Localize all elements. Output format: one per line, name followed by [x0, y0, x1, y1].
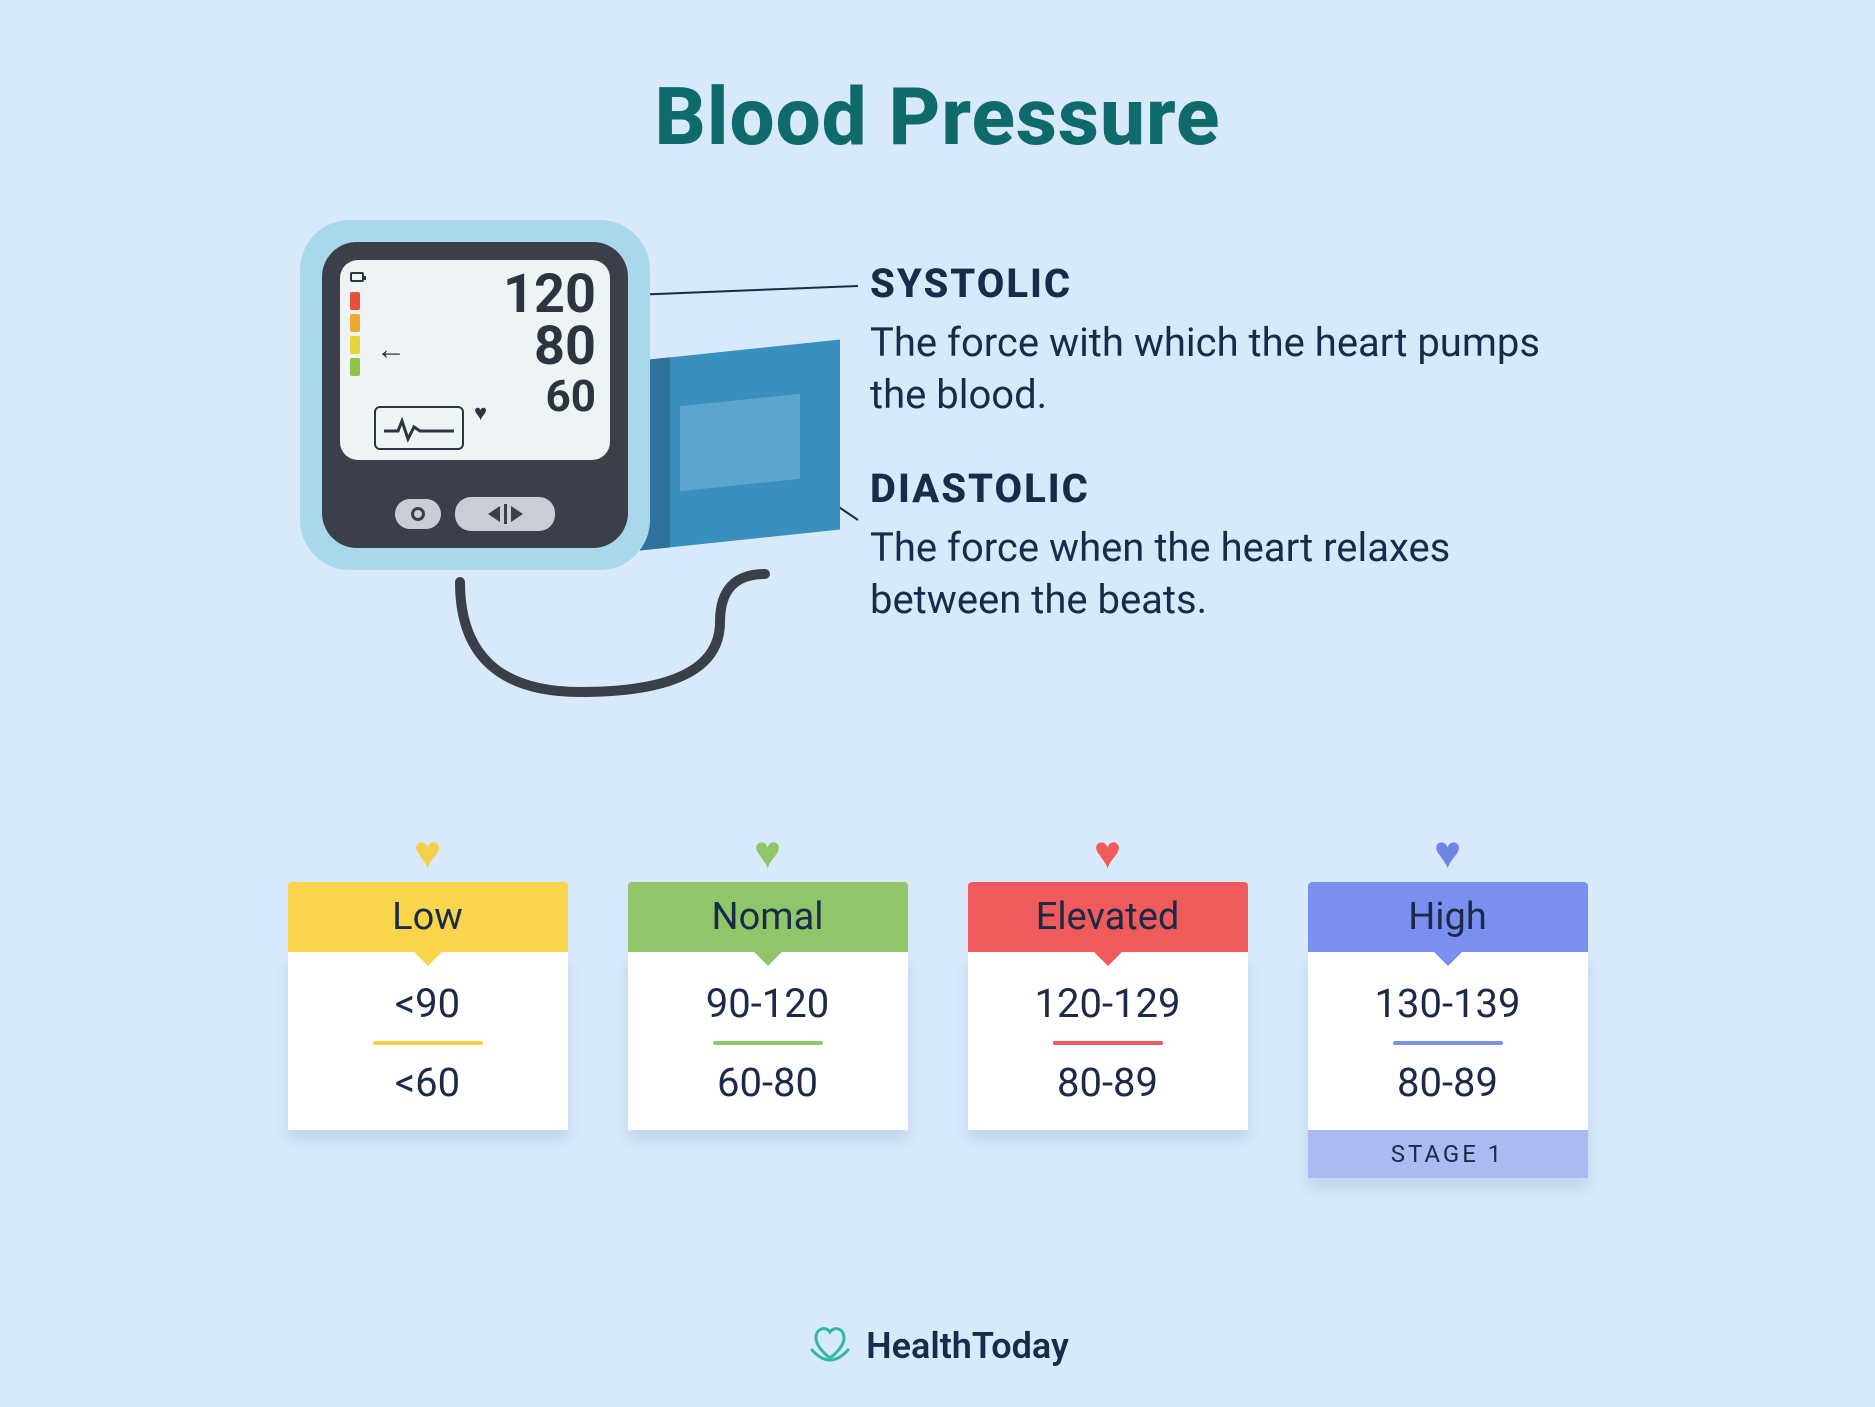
category-systolic: 120-129: [988, 980, 1228, 1027]
category-divider: [1393, 1041, 1503, 1045]
category-header: Elevated: [968, 882, 1248, 952]
heart-icon: ♥: [628, 830, 908, 876]
heart-icon: ♥: [288, 830, 568, 876]
systolic-text: The force with which the heart pumps the…: [870, 317, 1570, 421]
definitions: SYSTOLIC The force with which the heart …: [870, 260, 1570, 670]
category-diastolic: <60: [308, 1059, 548, 1106]
nav-buttons: [455, 497, 555, 531]
reading-systolic: 120: [368, 268, 596, 322]
heart-icon: ♥: [1308, 830, 1588, 876]
category-body: <90 <60: [288, 952, 568, 1130]
category-body: 120-129 80-89: [968, 952, 1248, 1130]
page-title: Blood Pressure: [0, 0, 1875, 164]
diastolic-text: The force when the heart relaxes between…: [870, 522, 1570, 626]
arrow-left-icon: ←: [376, 332, 406, 367]
heart-mini-icon: ♥: [474, 400, 487, 426]
brand-logo-icon: [806, 1326, 854, 1366]
category-divider: [373, 1041, 483, 1045]
indicator-yellow: [350, 336, 360, 354]
category-card: ♥ Nomal 90-120 60-80: [628, 830, 908, 1178]
category-header: Nomal: [628, 882, 908, 952]
brand: HealthToday: [0, 1325, 1875, 1367]
category-card: ♥ Elevated 120-129 80-89: [968, 830, 1248, 1178]
category-card: ♥ High 130-139 80-89 STAGE 1: [1308, 830, 1588, 1178]
category-systolic: 90-120: [648, 980, 888, 1027]
cord-graphic: [420, 582, 790, 732]
systolic-label: SYSTOLIC: [870, 260, 1570, 307]
category-diastolic: 80-89: [1328, 1059, 1568, 1106]
category-cards: ♥ Low <90 <60 ♥ Nomal 90-120 60-80 ♥ Ele…: [0, 830, 1875, 1178]
category-body: 90-120 60-80: [628, 952, 908, 1130]
ecg-icon: [374, 406, 464, 450]
brand-name: HealthToday: [866, 1325, 1069, 1367]
category-systolic: <90: [308, 980, 548, 1027]
bp-monitor: 120 80 60 ← ♥: [300, 220, 680, 570]
category-divider: [713, 1041, 823, 1045]
power-button: [395, 499, 441, 529]
category-header: High: [1308, 882, 1588, 952]
indicator-red: [350, 292, 360, 310]
category-systolic: 130-139: [1328, 980, 1568, 1027]
category-card: ♥ Low <90 <60: [288, 830, 568, 1178]
category-diastolic: 80-89: [988, 1059, 1228, 1106]
heart-icon: ♥: [968, 830, 1248, 876]
monitor-screen: 120 80 60 ← ♥: [340, 260, 610, 460]
diastolic-label: DIASTOLIC: [870, 465, 1570, 512]
category-footer: STAGE 1: [1308, 1130, 1588, 1178]
category-header: Low: [288, 882, 568, 952]
category-diastolic: 60-80: [648, 1059, 888, 1106]
cuff-graphic: [640, 339, 840, 550]
category-divider: [1053, 1041, 1163, 1045]
category-body: 130-139 80-89: [1308, 952, 1588, 1130]
indicator-green: [350, 358, 360, 376]
indicator-orange: [350, 314, 360, 332]
monitor-controls: [322, 492, 628, 536]
